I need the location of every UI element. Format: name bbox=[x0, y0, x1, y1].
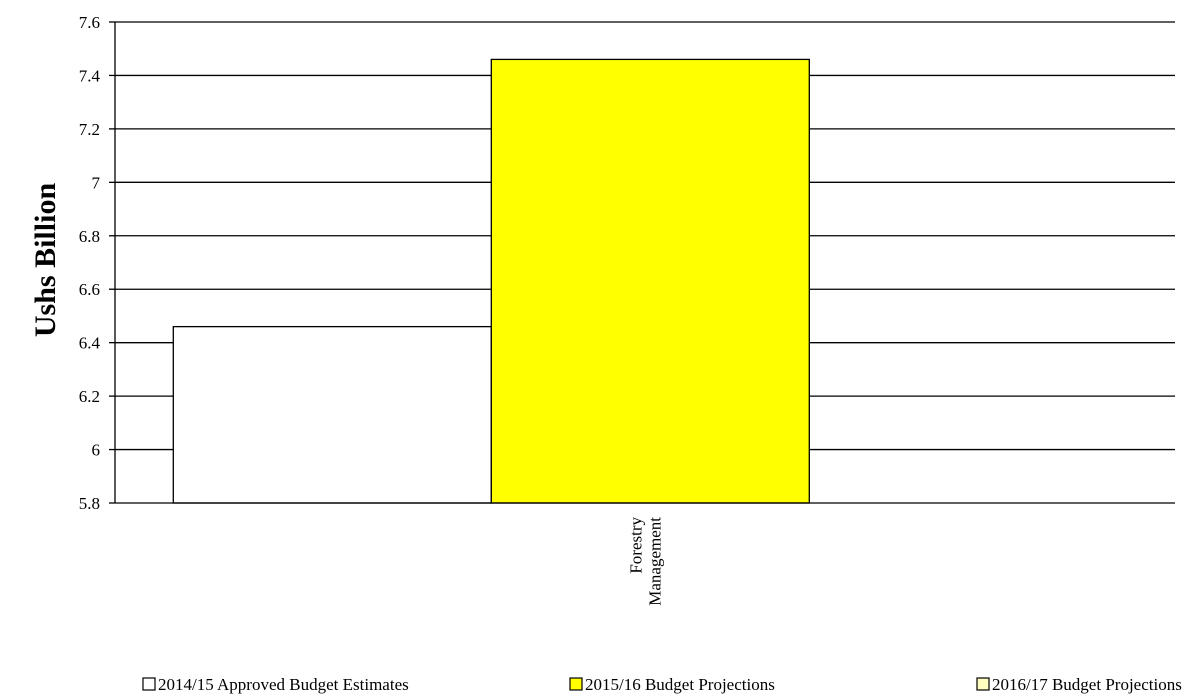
legend-item: 2016/17 Budget Projections bbox=[976, 675, 1182, 694]
y-tick-label: 6.2 bbox=[79, 387, 100, 406]
y-tick-label: 7.2 bbox=[79, 120, 100, 139]
legend: 2014/15 Approved Budget Estimates 2015/16… bbox=[142, 675, 1182, 694]
y-tick-label: 6.4 bbox=[79, 334, 101, 353]
bar-1 bbox=[172, 325, 492, 504]
category-label: Forestry Management bbox=[627, 517, 665, 606]
axes bbox=[109, 21, 1175, 504]
y-tick-label: 7.4 bbox=[79, 66, 101, 85]
y-tick-labels: 5.8 6 6.2 6.4 6.6 6.8 7 7.2 7.4 7.6 bbox=[79, 13, 101, 513]
bar-2 bbox=[490, 58, 810, 504]
legend-label: 2016/17 Budget Projections bbox=[992, 675, 1182, 694]
legend-swatch bbox=[142, 677, 156, 691]
y-tick-label: 7 bbox=[92, 173, 101, 192]
y-tick-label: 6.8 bbox=[79, 227, 100, 246]
category-label-line: Forestry bbox=[627, 517, 646, 574]
y-tick-label: 5.8 bbox=[79, 494, 100, 513]
category-labels: Forestry Management bbox=[627, 517, 665, 606]
legend-label: 2014/15 Approved Budget Estimates bbox=[158, 675, 409, 694]
category-label-line: Management bbox=[646, 517, 665, 606]
y-tick-label: 6 bbox=[92, 441, 101, 460]
y-tick-label: 6.6 bbox=[79, 280, 100, 299]
legend-item: 2014/15 Approved Budget Estimates bbox=[142, 675, 409, 694]
legend-swatch bbox=[569, 677, 583, 691]
y-axis-label: Ushs Billion bbox=[29, 183, 62, 338]
legend-swatch bbox=[976, 677, 990, 691]
legend-label: 2015/16 Budget Projections bbox=[585, 675, 775, 694]
y-tick-label: 7.6 bbox=[79, 13, 100, 32]
legend-item: 2015/16 Budget Projections bbox=[569, 675, 775, 694]
bars bbox=[172, 58, 810, 504]
